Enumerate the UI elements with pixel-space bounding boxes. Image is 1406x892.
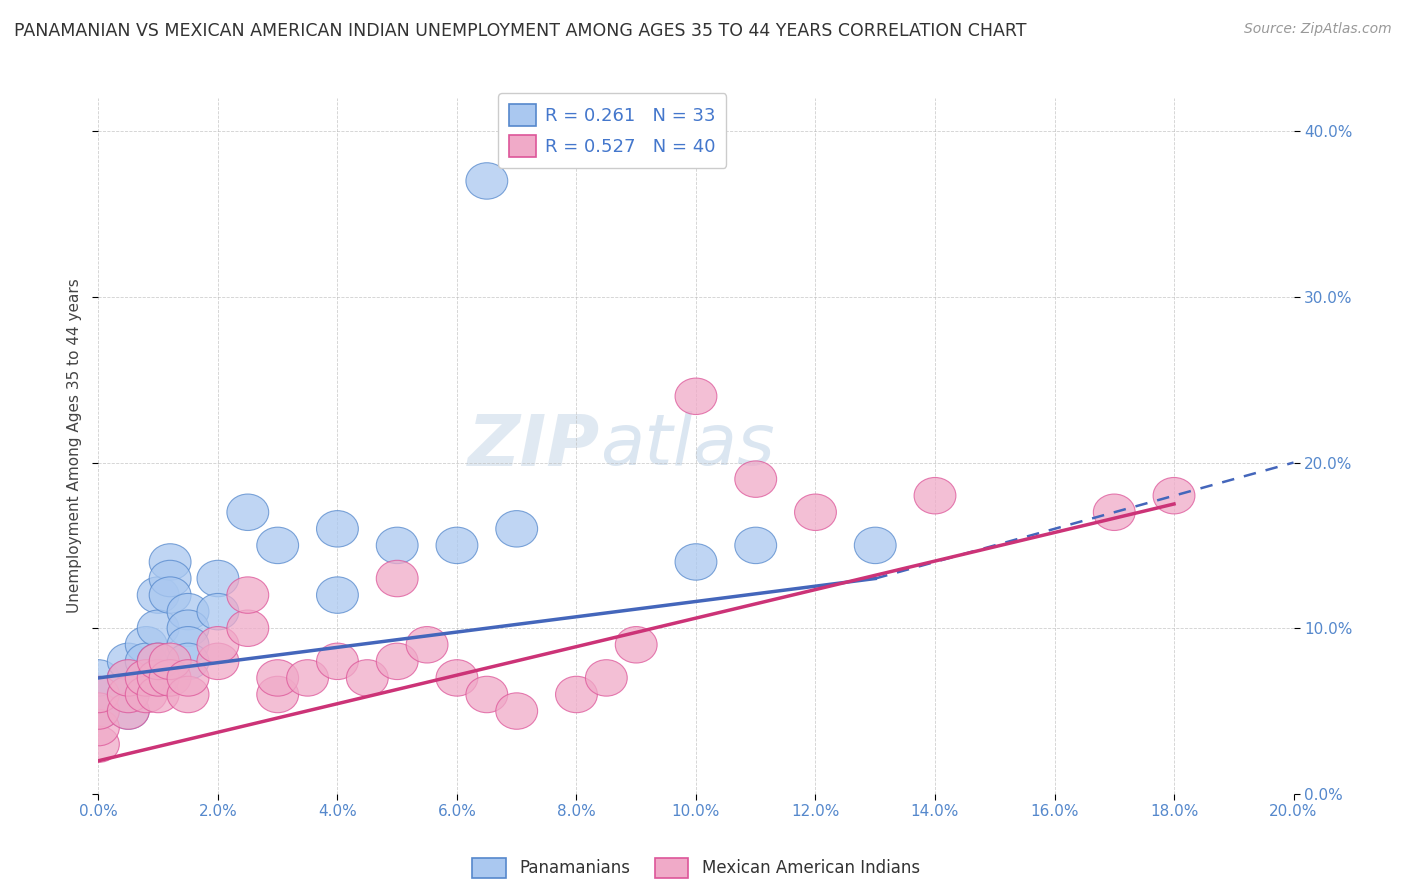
Ellipse shape <box>77 676 120 713</box>
Ellipse shape <box>406 626 449 663</box>
Ellipse shape <box>149 544 191 580</box>
Ellipse shape <box>138 676 179 713</box>
Ellipse shape <box>1094 494 1135 531</box>
Ellipse shape <box>197 560 239 597</box>
Ellipse shape <box>149 643 191 680</box>
Ellipse shape <box>226 610 269 647</box>
Ellipse shape <box>436 660 478 696</box>
Ellipse shape <box>77 693 120 730</box>
Ellipse shape <box>125 643 167 680</box>
Ellipse shape <box>77 709 120 746</box>
Ellipse shape <box>465 162 508 199</box>
Ellipse shape <box>585 660 627 696</box>
Ellipse shape <box>496 693 537 730</box>
Ellipse shape <box>287 660 329 696</box>
Ellipse shape <box>167 626 209 663</box>
Ellipse shape <box>107 676 149 713</box>
Y-axis label: Unemployment Among Ages 35 to 44 years: Unemployment Among Ages 35 to 44 years <box>66 278 82 614</box>
Ellipse shape <box>138 643 179 680</box>
Ellipse shape <box>226 577 269 614</box>
Ellipse shape <box>167 676 209 713</box>
Ellipse shape <box>496 510 537 547</box>
Ellipse shape <box>138 643 179 680</box>
Ellipse shape <box>377 527 418 564</box>
Ellipse shape <box>107 693 149 730</box>
Ellipse shape <box>107 660 149 696</box>
Ellipse shape <box>226 494 269 531</box>
Text: Source: ZipAtlas.com: Source: ZipAtlas.com <box>1244 22 1392 37</box>
Text: PANAMANIAN VS MEXICAN AMERICAN INDIAN UNEMPLOYMENT AMONG AGES 35 TO 44 YEARS COR: PANAMANIAN VS MEXICAN AMERICAN INDIAN UN… <box>14 22 1026 40</box>
Ellipse shape <box>138 660 179 696</box>
Text: atlas: atlas <box>600 411 775 481</box>
Ellipse shape <box>675 544 717 580</box>
Ellipse shape <box>794 494 837 531</box>
Ellipse shape <box>125 626 167 663</box>
Ellipse shape <box>149 577 191 614</box>
Text: ZIP: ZIP <box>468 411 600 481</box>
Ellipse shape <box>77 726 120 763</box>
Ellipse shape <box>436 527 478 564</box>
Ellipse shape <box>77 660 120 696</box>
Ellipse shape <box>107 643 149 680</box>
Ellipse shape <box>107 676 149 713</box>
Ellipse shape <box>616 626 657 663</box>
Ellipse shape <box>855 527 896 564</box>
Ellipse shape <box>167 643 209 680</box>
Ellipse shape <box>107 660 149 696</box>
Ellipse shape <box>735 527 776 564</box>
Ellipse shape <box>465 676 508 713</box>
Ellipse shape <box>149 660 191 696</box>
Ellipse shape <box>125 660 167 696</box>
Ellipse shape <box>377 560 418 597</box>
Ellipse shape <box>107 693 149 730</box>
Ellipse shape <box>1153 477 1195 514</box>
Legend: Panamanians, Mexican American Indians: Panamanians, Mexican American Indians <box>465 851 927 885</box>
Ellipse shape <box>257 676 298 713</box>
Ellipse shape <box>167 593 209 630</box>
Ellipse shape <box>675 378 717 415</box>
Ellipse shape <box>77 676 120 713</box>
Ellipse shape <box>138 610 179 647</box>
Ellipse shape <box>257 660 298 696</box>
Ellipse shape <box>555 676 598 713</box>
Ellipse shape <box>125 676 167 713</box>
Ellipse shape <box>377 643 418 680</box>
Ellipse shape <box>138 577 179 614</box>
Ellipse shape <box>735 461 776 498</box>
Ellipse shape <box>316 577 359 614</box>
Ellipse shape <box>167 660 209 696</box>
Ellipse shape <box>197 626 239 663</box>
Ellipse shape <box>138 660 179 696</box>
Ellipse shape <box>167 610 209 647</box>
Ellipse shape <box>346 660 388 696</box>
Ellipse shape <box>316 510 359 547</box>
Ellipse shape <box>914 477 956 514</box>
Ellipse shape <box>257 527 298 564</box>
Ellipse shape <box>149 560 191 597</box>
Ellipse shape <box>316 643 359 680</box>
Ellipse shape <box>197 593 239 630</box>
Ellipse shape <box>77 693 120 730</box>
Ellipse shape <box>197 643 239 680</box>
